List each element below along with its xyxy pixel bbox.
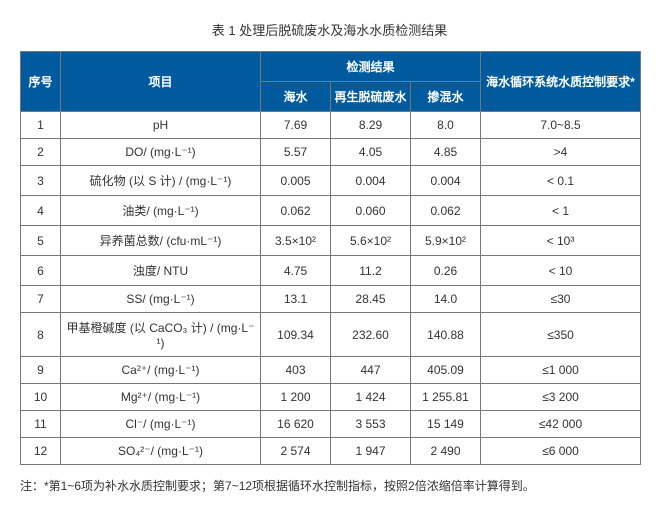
cell-req: ≤350 [481,313,641,357]
cell-sea: 0.062 [261,196,331,226]
header-results-group: 检测结果 [261,52,481,82]
cell-sea: 0.005 [261,166,331,196]
cell-item: pH [61,112,261,139]
cell-mixed: 0.004 [411,166,481,196]
cell-n: 8 [21,313,61,357]
results-table: 序号 项目 检测结果 海水循环系统水质控制要求* 海水 再生脱硫废水 掺混水 1… [20,51,641,465]
cell-n: 12 [21,438,61,465]
cell-item: Mg²⁺/ (mg·L⁻¹) [61,384,261,411]
header-mixed: 掺混水 [411,82,481,112]
cell-regen: 232.60 [331,313,411,357]
cell-mixed: 1 255.81 [411,384,481,411]
cell-mixed: 15 149 [411,411,481,438]
header-regen: 再生脱硫废水 [331,82,411,112]
cell-item: 异养菌总数/ (cfu·mL⁻¹) [61,226,261,256]
cell-sea: 5.57 [261,139,331,166]
table-row: 11Cl⁻/ (mg·L⁻¹)16 6203 55315 149≤42 000 [21,411,641,438]
cell-req: >4 [481,139,641,166]
table-footnote: 注：*第1~6项为补水水质控制要求；第7~12项根据循环水控制指标，按照2倍浓缩… [20,477,639,494]
cell-regen: 1 947 [331,438,411,465]
cell-item: 油类/ (mg·L⁻¹) [61,196,261,226]
table-row: 5异养菌总数/ (cfu·mL⁻¹)3.5×10²5.6×10²5.9×10²<… [21,226,641,256]
table-body: 1pH7.698.298.07.0~8.52DO/ (mg·L⁻¹)5.574.… [21,112,641,465]
table-row: 8甲基橙碱度 (以 CaCO₃ 计) / (mg·L⁻¹)109.34232.6… [21,313,641,357]
cell-n: 6 [21,256,61,286]
table-row: 10Mg²⁺/ (mg·L⁻¹)1 2001 4241 255.81≤3 200 [21,384,641,411]
cell-mixed: 2 490 [411,438,481,465]
cell-item: Ca²⁺/ (mg·L⁻¹) [61,357,261,384]
cell-regen: 11.2 [331,256,411,286]
header-item: 项目 [61,52,261,112]
cell-sea: 4.75 [261,256,331,286]
cell-req: ≤6 000 [481,438,641,465]
cell-req: < 10³ [481,226,641,256]
table-row: 12SO₄²⁻/ (mg·L⁻¹)2 5741 9472 490≤6 000 [21,438,641,465]
table-caption: 表 1 处理后脱硫废水及海水水质检测结果 [20,20,639,39]
cell-item: DO/ (mg·L⁻¹) [61,139,261,166]
cell-n: 2 [21,139,61,166]
cell-sea: 13.1 [261,286,331,313]
table-row: 6浊度/ NTU4.7511.20.26< 10 [21,256,641,286]
cell-n: 10 [21,384,61,411]
cell-mixed: 5.9×10² [411,226,481,256]
cell-regen: 28.45 [331,286,411,313]
cell-mixed: 405.09 [411,357,481,384]
cell-req: < 0.1 [481,166,641,196]
cell-sea: 403 [261,357,331,384]
header-row-1: 序号 项目 检测结果 海水循环系统水质控制要求* [21,52,641,82]
cell-mixed: 14.0 [411,286,481,313]
cell-n: 9 [21,357,61,384]
cell-sea: 7.69 [261,112,331,139]
cell-sea: 16 620 [261,411,331,438]
cell-req: 7.0~8.5 [481,112,641,139]
cell-item: 硫化物 (以 S 计) / (mg·L⁻¹) [61,166,261,196]
header-seq: 序号 [21,52,61,112]
cell-n: 4 [21,196,61,226]
cell-regen: 8.29 [331,112,411,139]
cell-n: 3 [21,166,61,196]
cell-sea: 2 574 [261,438,331,465]
cell-item: 浊度/ NTU [61,256,261,286]
cell-item: 甲基橙碱度 (以 CaCO₃ 计) / (mg·L⁻¹) [61,313,261,357]
cell-regen: 1 424 [331,384,411,411]
cell-item: Cl⁻/ (mg·L⁻¹) [61,411,261,438]
cell-req: ≤30 [481,286,641,313]
cell-req: ≤3 200 [481,384,641,411]
cell-req: ≤1 000 [481,357,641,384]
cell-regen: 4.05 [331,139,411,166]
table-row: 4油类/ (mg·L⁻¹)0.0620.0600.062< 1 [21,196,641,226]
cell-n: 1 [21,112,61,139]
header-requirement: 海水循环系统水质控制要求* [481,52,641,112]
cell-regen: 3 553 [331,411,411,438]
cell-req: < 1 [481,196,641,226]
cell-mixed: 140.88 [411,313,481,357]
cell-mixed: 0.062 [411,196,481,226]
table-row: 1pH7.698.298.07.0~8.5 [21,112,641,139]
table-row: 2DO/ (mg·L⁻¹)5.574.054.85>4 [21,139,641,166]
table-row: 9Ca²⁺/ (mg·L⁻¹)403447405.09≤1 000 [21,357,641,384]
cell-item: SO₄²⁻/ (mg·L⁻¹) [61,438,261,465]
cell-mixed: 4.85 [411,139,481,166]
cell-regen: 0.004 [331,166,411,196]
header-seawater: 海水 [261,82,331,112]
cell-regen: 447 [331,357,411,384]
cell-n: 11 [21,411,61,438]
cell-req: < 10 [481,256,641,286]
cell-mixed: 8.0 [411,112,481,139]
cell-n: 7 [21,286,61,313]
cell-sea: 3.5×10² [261,226,331,256]
cell-item: SS/ (mg·L⁻¹) [61,286,261,313]
cell-sea: 1 200 [261,384,331,411]
table-row: 3硫化物 (以 S 计) / (mg·L⁻¹)0.0050.0040.004< … [21,166,641,196]
cell-n: 5 [21,226,61,256]
cell-req: ≤42 000 [481,411,641,438]
cell-mixed: 0.26 [411,256,481,286]
cell-sea: 109.34 [261,313,331,357]
cell-regen: 0.060 [331,196,411,226]
cell-regen: 5.6×10² [331,226,411,256]
table-row: 7SS/ (mg·L⁻¹)13.128.4514.0≤30 [21,286,641,313]
